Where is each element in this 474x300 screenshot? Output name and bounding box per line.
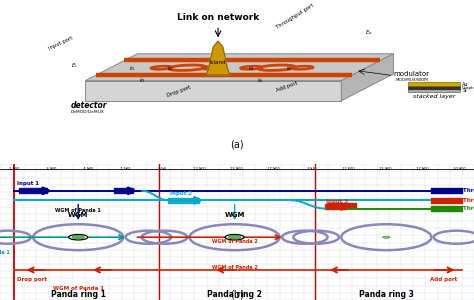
Text: MOD/MUX/WDM: MOD/MUX/WDM <box>396 78 428 82</box>
Text: $k_5$: $k_5$ <box>286 64 292 74</box>
Circle shape <box>72 236 84 239</box>
Polygon shape <box>341 54 393 101</box>
Circle shape <box>69 235 88 240</box>
Text: WGM of Panda 2: WGM of Panda 2 <box>212 265 257 270</box>
Text: Throughput port: Throughput port <box>275 2 314 30</box>
Text: WGM of Panda 1: WGM of Panda 1 <box>53 286 104 291</box>
Circle shape <box>228 236 241 239</box>
Text: Si: Si <box>462 88 466 93</box>
Text: Panda ring 2: Panda ring 2 <box>207 290 262 298</box>
Text: WGM of Panda 1: WGM of Panda 1 <box>55 208 101 213</box>
Text: Through port 3: Through port 3 <box>463 206 474 211</box>
Text: Add port: Add port <box>430 277 457 282</box>
Bar <box>408 82 460 86</box>
Text: -10.0: -10.0 <box>158 167 167 171</box>
Text: $k_4$: $k_4$ <box>248 64 255 74</box>
Circle shape <box>225 235 244 240</box>
Text: -15.000: -15.000 <box>230 167 244 171</box>
Polygon shape <box>206 41 230 75</box>
Text: Link on network: Link on network <box>177 13 259 22</box>
Text: Panda ring 1: Panda ring 1 <box>51 290 106 298</box>
Text: $k_3$: $k_3$ <box>139 76 146 85</box>
Text: Graphene: Graphene <box>462 86 474 90</box>
Text: Drop port: Drop port <box>17 277 46 282</box>
Text: (b): (b) <box>230 289 244 299</box>
Polygon shape <box>85 54 393 81</box>
Text: Panda ring 3: Panda ring 3 <box>359 290 414 298</box>
Text: WGM of Panda 1: WGM of Panda 1 <box>0 250 9 255</box>
Text: -7.500: -7.500 <box>120 167 131 171</box>
Text: -1.500: -1.500 <box>9 167 20 171</box>
Text: $E_i$: $E_i$ <box>71 61 78 70</box>
Text: $k_6$: $k_6$ <box>257 76 264 85</box>
Text: Input 2: Input 2 <box>170 191 191 196</box>
Text: Input 1: Input 1 <box>17 181 38 186</box>
Text: Island: Island <box>210 60 226 65</box>
Text: WGM: WGM <box>225 212 245 218</box>
Text: -22.500: -22.500 <box>342 167 355 171</box>
Text: DeMOD/DeMUX: DeMOD/DeMUX <box>71 110 105 114</box>
Text: modulator: modulator <box>393 71 429 77</box>
Text: -3.000: -3.000 <box>46 167 57 171</box>
Text: -12.500: -12.500 <box>193 167 207 171</box>
Text: Au: Au <box>462 82 469 86</box>
Text: Add port: Add port <box>275 81 298 93</box>
Polygon shape <box>85 81 341 101</box>
Text: Through port 1: Through port 1 <box>463 188 474 193</box>
Circle shape <box>383 236 390 238</box>
Text: -20.0: -20.0 <box>307 167 316 171</box>
Bar <box>408 89 460 92</box>
Text: -4.500: -4.500 <box>83 167 94 171</box>
Text: Input 3: Input 3 <box>326 199 348 204</box>
Text: -27.500: -27.500 <box>416 167 429 171</box>
Text: $E_o$: $E_o$ <box>365 28 373 37</box>
Text: $k_2$: $k_2$ <box>167 64 174 74</box>
Text: (a): (a) <box>230 140 244 150</box>
Bar <box>408 86 460 89</box>
Text: -30.000: -30.000 <box>453 167 466 171</box>
Text: Input port: Input port <box>47 36 73 51</box>
Text: $k_1$: $k_1$ <box>129 64 136 74</box>
Text: WGM of Panda 2: WGM of Panda 2 <box>212 239 258 244</box>
Text: Drop port: Drop port <box>166 85 191 98</box>
Text: Through port 2: Through port 2 <box>463 198 474 203</box>
Text: stacked layer: stacked layer <box>412 94 455 99</box>
Text: detector: detector <box>71 100 108 109</box>
Text: WGM: WGM <box>68 212 88 218</box>
Text: -25.000: -25.000 <box>379 167 392 171</box>
Text: -17.500: -17.500 <box>267 167 281 171</box>
